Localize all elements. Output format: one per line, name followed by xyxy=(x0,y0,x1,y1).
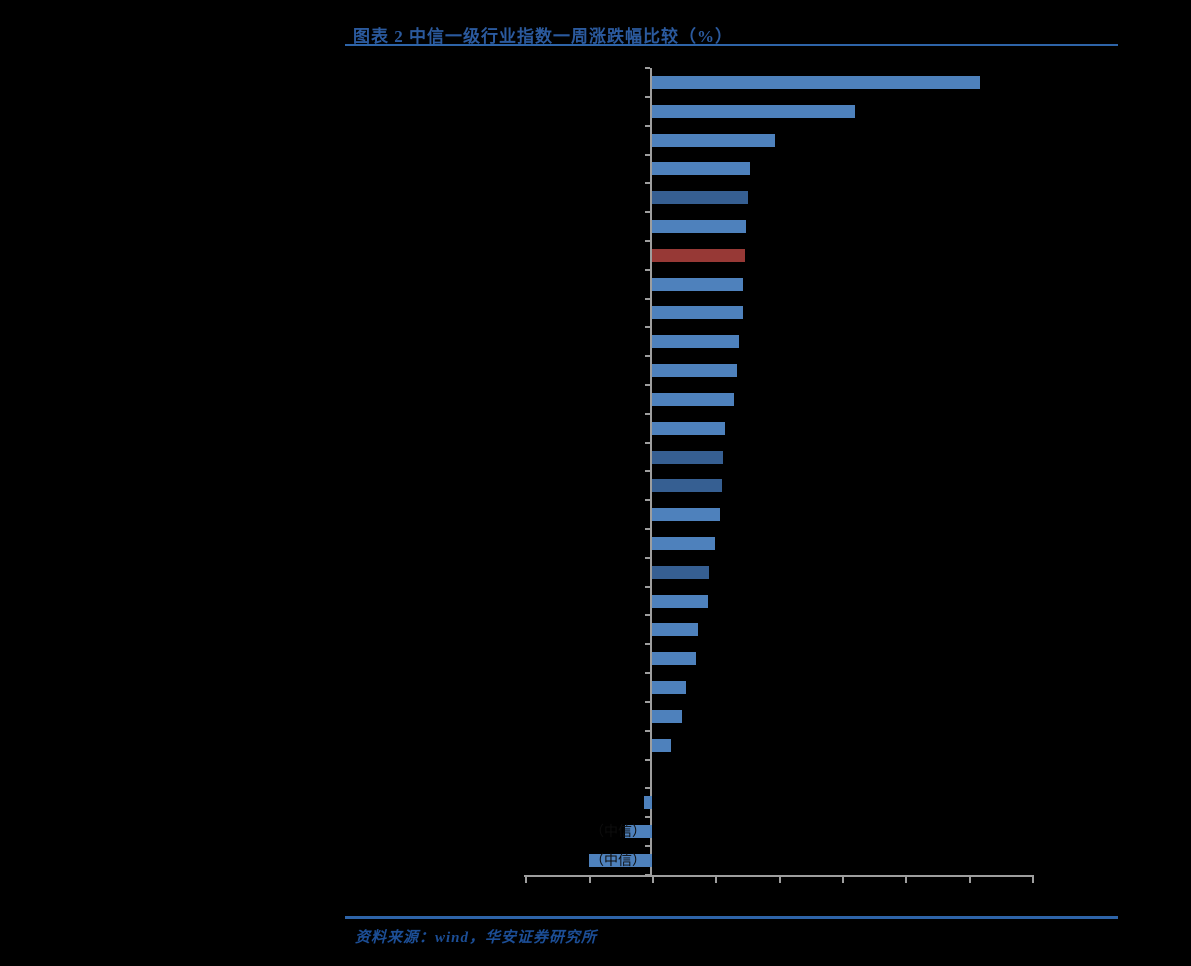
y-axis-tick xyxy=(645,125,650,127)
y-axis-tick xyxy=(645,154,650,156)
x-axis-tick xyxy=(715,877,717,883)
y-axis-tick xyxy=(645,326,650,328)
bar xyxy=(652,364,737,377)
bar xyxy=(652,191,748,204)
bar xyxy=(652,393,734,406)
bar xyxy=(652,451,723,464)
y-axis xyxy=(650,68,652,877)
bar xyxy=(652,335,739,348)
y-axis-tick xyxy=(645,701,650,703)
y-axis-tick xyxy=(645,67,650,69)
x-axis-tick xyxy=(1032,877,1034,883)
bar xyxy=(589,854,652,867)
y-axis-tick xyxy=(645,499,650,501)
x-axis xyxy=(524,875,1034,877)
bar xyxy=(652,681,686,694)
y-axis-tick xyxy=(645,384,650,386)
x-axis-tick xyxy=(652,877,654,883)
y-axis-tick xyxy=(645,874,650,876)
bar xyxy=(652,566,709,579)
y-axis-tick xyxy=(645,614,650,616)
bar xyxy=(652,162,750,175)
title-underline-rule xyxy=(345,44,1118,46)
y-axis-tick xyxy=(645,643,650,645)
y-axis-tick xyxy=(645,442,650,444)
bar xyxy=(652,479,722,492)
y-axis-tick xyxy=(645,586,650,588)
bar xyxy=(652,306,743,319)
category-label-fragment: （中信） xyxy=(590,823,646,839)
x-axis-tick xyxy=(842,877,844,883)
y-axis-tick xyxy=(645,557,650,559)
source-note: 资料来源：wind，华安证券研究所 xyxy=(355,930,598,946)
y-axis-tick xyxy=(645,730,650,732)
x-axis-tick xyxy=(779,877,781,883)
x-axis-tick xyxy=(905,877,907,883)
bar xyxy=(652,595,708,608)
bar xyxy=(652,278,743,291)
bar xyxy=(625,825,652,838)
y-axis-tick xyxy=(645,787,650,789)
x-axis-tick xyxy=(969,877,971,883)
bar xyxy=(652,537,715,550)
y-axis-tick xyxy=(645,413,650,415)
x-axis-tick xyxy=(589,877,591,883)
y-axis-tick xyxy=(645,240,650,242)
y-axis-tick xyxy=(645,816,650,818)
bar xyxy=(652,652,696,665)
y-axis-tick xyxy=(645,269,650,271)
y-axis-tick xyxy=(645,211,650,213)
highlight-bar xyxy=(652,249,745,262)
bar xyxy=(652,76,980,89)
bar xyxy=(652,105,855,118)
y-axis-tick xyxy=(645,182,650,184)
y-axis-tick xyxy=(645,528,650,530)
bar xyxy=(652,220,746,233)
figure-title: 图表 2 中信一级行业指数一周涨跌幅比较（%） xyxy=(353,27,733,46)
y-axis-tick xyxy=(645,96,650,98)
bar xyxy=(652,623,698,636)
bar xyxy=(652,422,725,435)
bar xyxy=(652,134,775,147)
y-axis-tick xyxy=(645,672,650,674)
bar xyxy=(652,710,682,723)
bar xyxy=(652,508,720,521)
footer-rule xyxy=(345,916,1118,919)
bar xyxy=(644,796,652,809)
y-axis-tick xyxy=(645,759,650,761)
y-axis-tick xyxy=(645,845,650,847)
x-axis-tick xyxy=(525,877,527,883)
category-label-fragment: （中信） xyxy=(590,852,646,868)
y-axis-tick xyxy=(645,298,650,300)
y-axis-tick xyxy=(645,355,650,357)
bar xyxy=(652,739,671,752)
y-axis-tick xyxy=(645,470,650,472)
